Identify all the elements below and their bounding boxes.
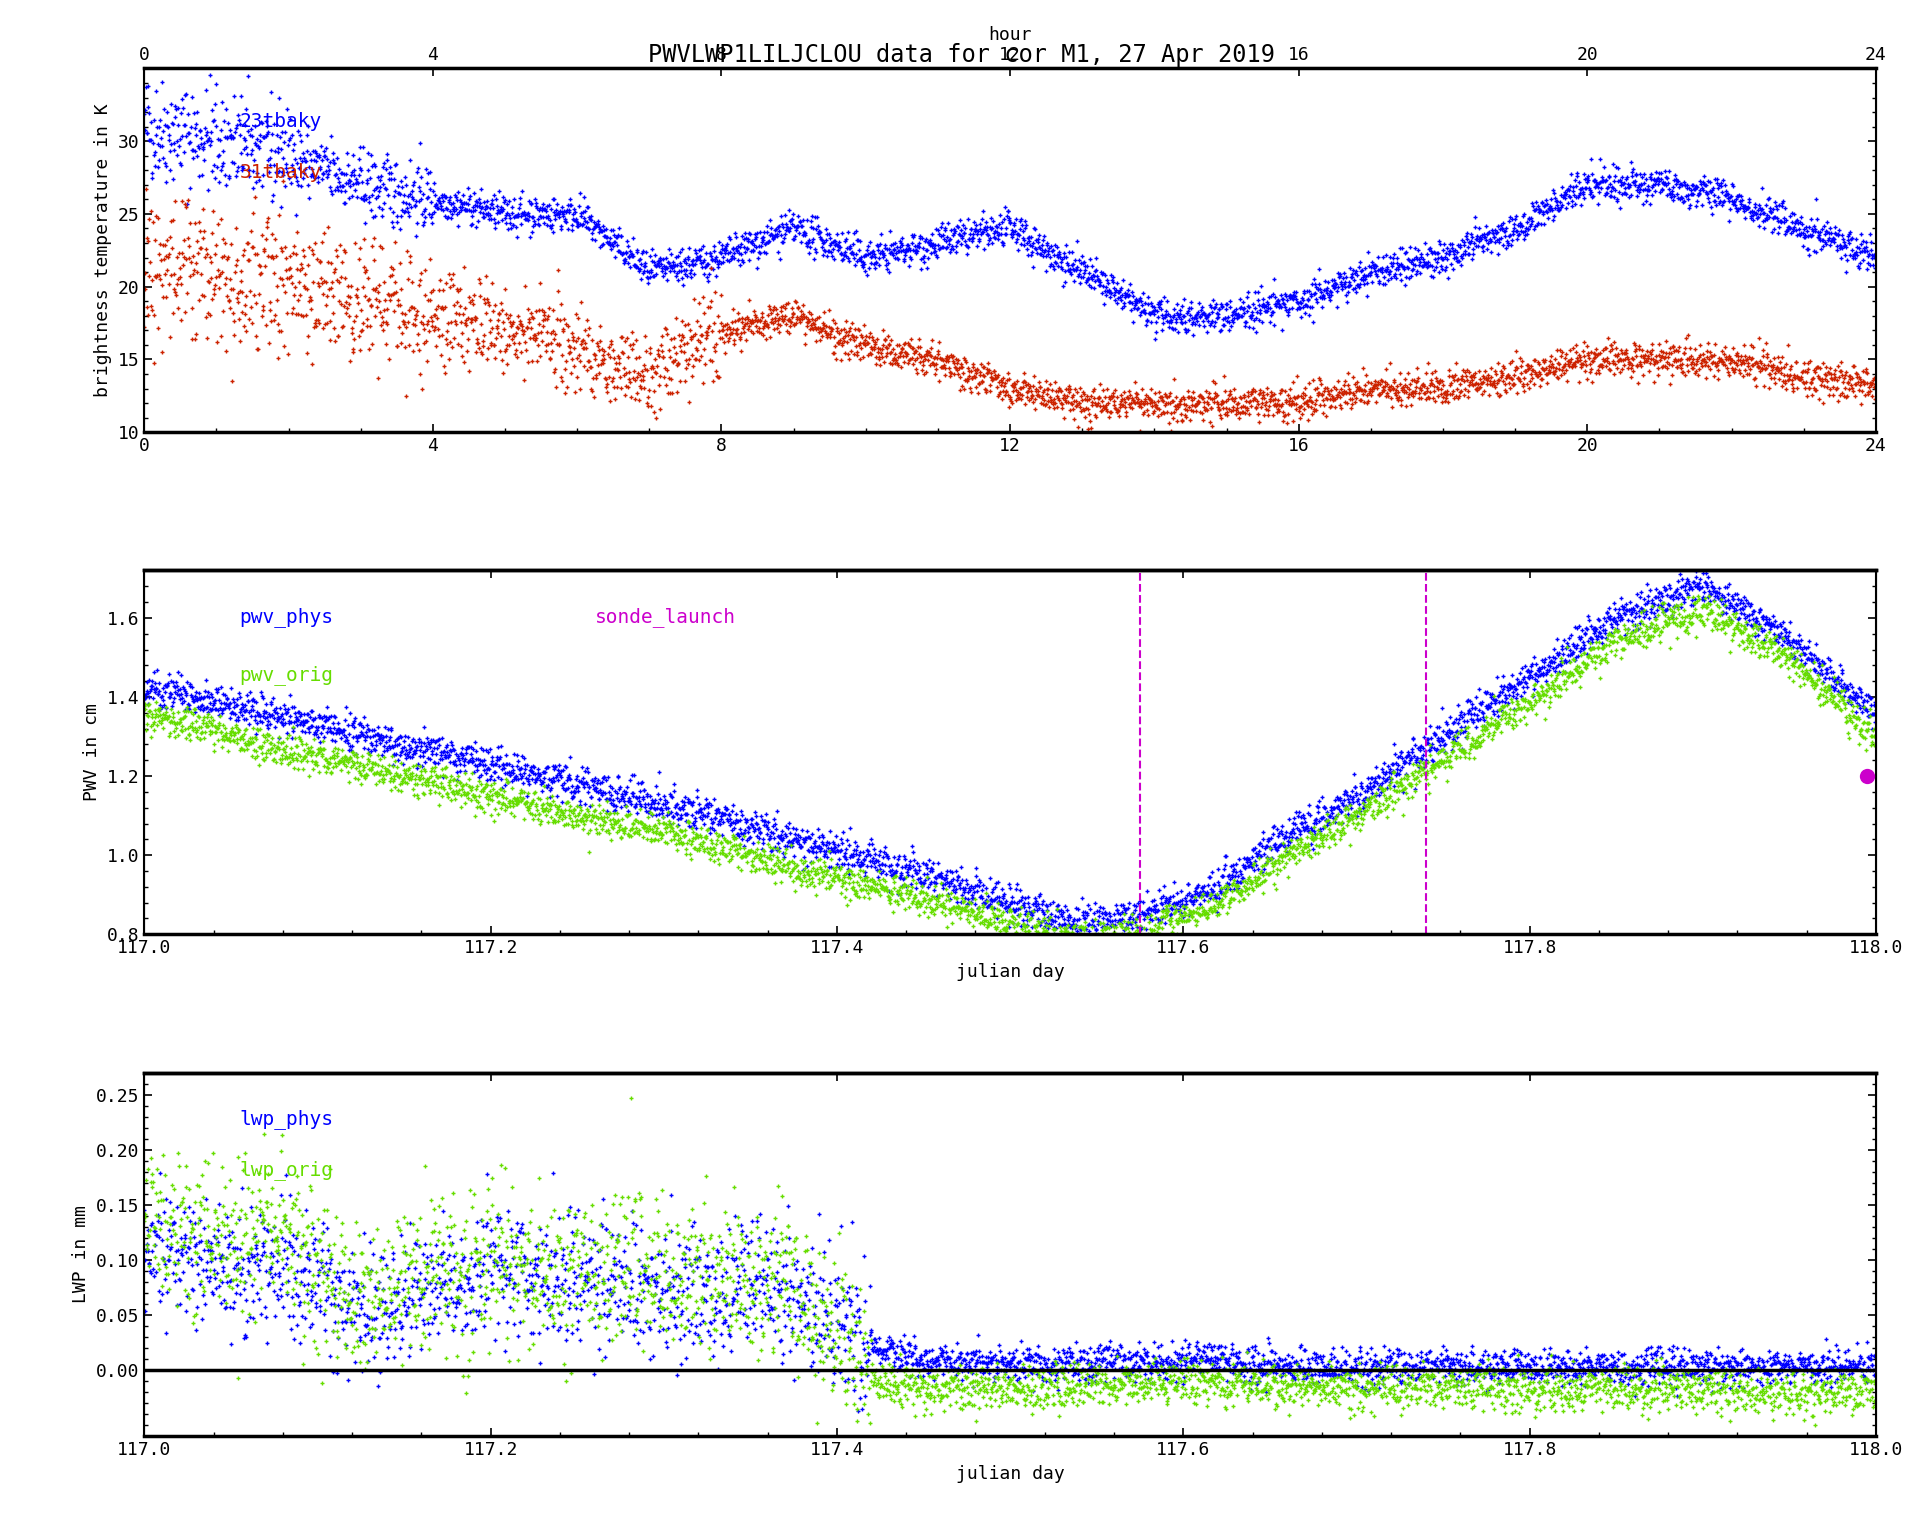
Text: lwp_phys: lwp_phys xyxy=(238,1110,333,1129)
Text: 31tbaky: 31tbaky xyxy=(238,163,321,182)
Text: PWVLWP1LILJCLOU data for cor M1, 27 Apr 2019: PWVLWP1LILJCLOU data for cor M1, 27 Apr … xyxy=(648,43,1275,67)
Text: pwv_orig: pwv_orig xyxy=(238,666,333,686)
X-axis label: hour: hour xyxy=(988,26,1031,44)
X-axis label: julian day: julian day xyxy=(956,962,1063,980)
Text: sonde_launch: sonde_launch xyxy=(594,606,735,626)
Y-axis label: brightness temperature in K: brightness temperature in K xyxy=(94,103,112,397)
Text: pwv_phys: pwv_phys xyxy=(238,606,333,626)
Text: 23tbaky: 23tbaky xyxy=(238,112,321,131)
Text: lwp_orig: lwp_orig xyxy=(238,1160,333,1180)
Y-axis label: LWP in mm: LWP in mm xyxy=(73,1205,90,1304)
Y-axis label: PWV in cm: PWV in cm xyxy=(83,704,102,801)
X-axis label: julian day: julian day xyxy=(956,1465,1063,1484)
